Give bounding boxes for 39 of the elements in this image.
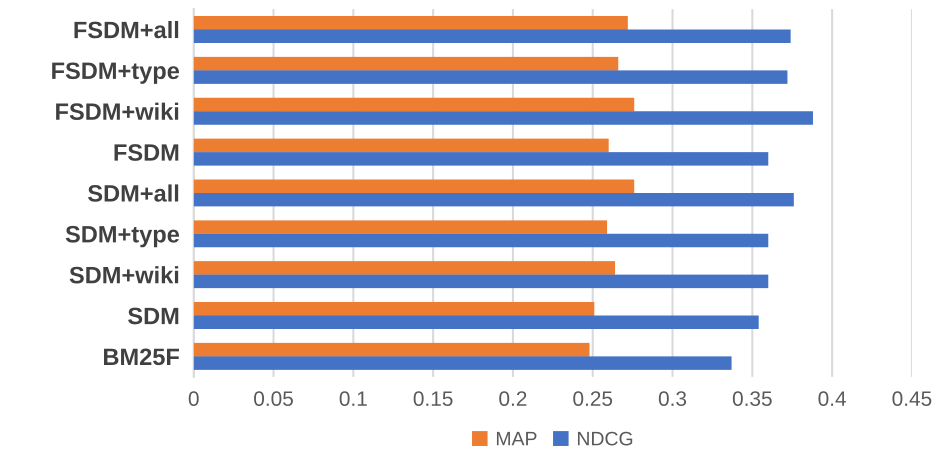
bar — [194, 138, 609, 152]
x-tick-label: 0.4 — [818, 391, 846, 406]
bar — [194, 274, 768, 288]
bar — [194, 261, 616, 275]
y-tick-label: FSDM — [114, 144, 178, 161]
x-tick-label: 0.1 — [340, 391, 367, 406]
x-tick-label: 0.45 — [892, 391, 932, 406]
x-tick-label: 0.3 — [658, 391, 686, 406]
y-tick-label: SDM — [128, 308, 178, 324]
bar — [194, 220, 608, 234]
bar — [194, 16, 628, 30]
y-tick-label: SDM+wiki — [70, 266, 178, 284]
y-tick-label: SDM+type — [66, 226, 180, 248]
bar — [194, 98, 634, 112]
x-tick-label: 0.15 — [414, 391, 453, 406]
bar — [194, 234, 768, 248]
bar — [194, 342, 590, 356]
x-tick-label: 0.25 — [573, 391, 612, 406]
y-tick-label: FSDM+type — [52, 62, 180, 84]
y-tick-label: SDM+all — [88, 184, 178, 202]
legend-label: MAP — [496, 432, 536, 446]
x-tick-label: 0.35 — [732, 391, 772, 406]
bar — [194, 30, 791, 43]
y-tick-label: FSDM+all — [74, 20, 178, 38]
bar — [194, 356, 732, 370]
bar — [194, 70, 788, 84]
bar — [194, 192, 794, 206]
bar — [194, 56, 618, 70]
bar — [194, 302, 594, 316]
y-tick-label: FSDM+wiki — [56, 102, 178, 120]
x-tick-label: 0.05 — [254, 391, 293, 406]
bar — [194, 152, 768, 166]
bar — [194, 179, 634, 193]
legend-label: NDCG — [578, 432, 632, 446]
y-tick-label: BM25F — [104, 348, 179, 366]
bar — [194, 316, 759, 330]
x-tick-label: 0 — [188, 391, 199, 406]
x-tick-label: 0.2 — [499, 391, 526, 406]
bar — [194, 111, 813, 125]
